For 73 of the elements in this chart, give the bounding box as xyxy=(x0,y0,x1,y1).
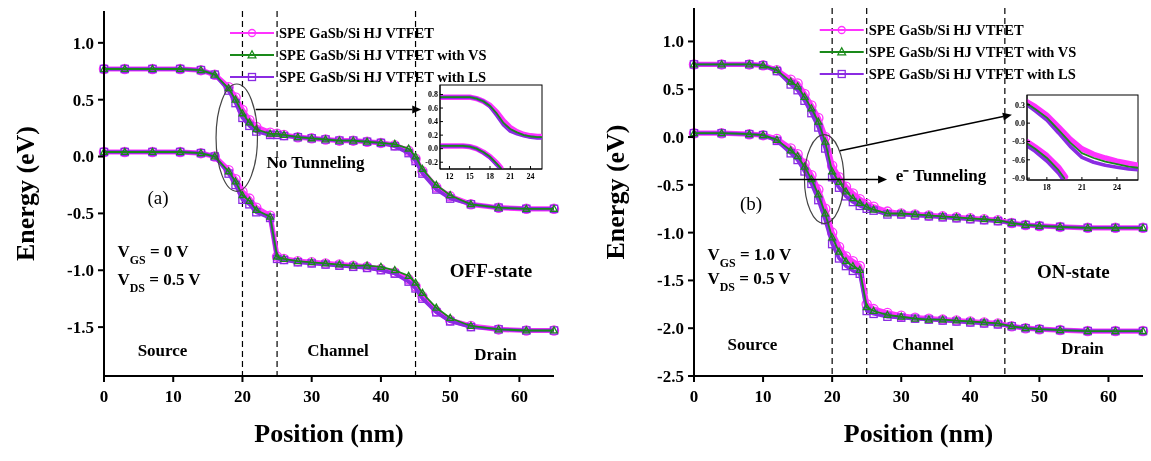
x-tick-label: 24 xyxy=(1112,183,1121,192)
x-tick-label: 12 xyxy=(445,172,454,181)
annotation: Channel xyxy=(307,340,369,360)
annotation: e⁻ Tunneling xyxy=(895,165,987,185)
x-tick-label: 21 xyxy=(1077,183,1086,192)
y-tick-label: -0.5 xyxy=(657,175,684,195)
x-tick-label: 30 xyxy=(892,387,910,406)
y-tick-label: 0.0 xyxy=(1015,118,1025,128)
x-tick-label: 50 xyxy=(441,387,459,406)
x-tick-label: 20 xyxy=(823,387,841,406)
annotation: No Tunneling xyxy=(266,152,365,172)
y-tick-label: -2.0 xyxy=(657,319,684,339)
annotation: V$_{GS}$ = 1.0 V xyxy=(707,245,793,271)
annotation: V$_{DS}$ = 0.5 V xyxy=(117,269,202,295)
y-tick-label: 0.4 xyxy=(428,117,438,127)
annotation: Drain xyxy=(1061,338,1105,358)
x-tick-label: 10 xyxy=(754,387,772,406)
y-tick-label: 0.2 xyxy=(428,130,438,140)
y-axis-title: Energy (eV) xyxy=(11,125,40,262)
y-tick-label: 1.0 xyxy=(72,33,94,53)
annotation: Source xyxy=(137,340,188,360)
y-tick-label: -1.0 xyxy=(67,261,94,281)
x-tick-label: 30 xyxy=(303,387,321,406)
y-tick-label: -0.5 xyxy=(67,204,94,224)
y-tick-label: -1.5 xyxy=(657,271,684,291)
y-tick-label: 1.0 xyxy=(662,32,684,52)
legend-label: SPE GaSb/Si HJ VTFET with VS xyxy=(868,44,1077,61)
x-axis-title: Position (nm) xyxy=(843,419,994,448)
y-tick-label: 0.0 xyxy=(72,147,94,167)
x-tick-label: 18 xyxy=(1042,183,1051,192)
legend-label: SPE GaSb/Si HJ VTFET with VS xyxy=(279,47,487,64)
y-tick-label: 0.0 xyxy=(662,127,684,147)
y-tick-label: 0.5 xyxy=(662,80,684,100)
x-tick-label: 0 xyxy=(689,387,699,406)
annotation: OFF-state xyxy=(449,260,533,282)
x-tick-label: 60 xyxy=(1099,387,1117,406)
annotation: (b) xyxy=(739,193,763,216)
annotation: (a) xyxy=(147,187,169,210)
annotation: Channel xyxy=(892,335,954,355)
y-tick-label: -0.2 xyxy=(425,158,438,168)
x-tick-label: 24 xyxy=(526,172,535,181)
annotation: Drain xyxy=(474,344,518,364)
legend-label: SPE GaSb/Si HJ VTFET with LS xyxy=(279,69,486,86)
y-tick-label: -0.9 xyxy=(1012,173,1025,183)
x-tick-label: 40 xyxy=(961,387,979,406)
legend-label: SPE GaSb/Si HJ VTFET xyxy=(868,22,1024,39)
x-tick-label: 20 xyxy=(233,387,251,406)
x-tick-label: 60 xyxy=(510,387,528,406)
x-tick-label: 40 xyxy=(372,387,390,406)
y-tick-label: -0.6 xyxy=(1012,155,1025,165)
x-tick-label: 15 xyxy=(465,172,474,181)
y-tick-label: 0.5 xyxy=(72,90,94,110)
y-tick-label: 0.8 xyxy=(428,90,438,100)
y-tick-label: -2.5 xyxy=(657,366,684,386)
annotation: V$_{GS}$ = 0 V xyxy=(117,242,190,268)
legend-label: SPE GaSb/Si HJ VTFET with LS xyxy=(868,66,1076,83)
x-axis-title: Position (nm) xyxy=(254,419,404,448)
x-tick-label: 50 xyxy=(1030,387,1048,406)
annotation: ON-state xyxy=(1037,261,1110,283)
x-tick-label: 18 xyxy=(485,172,494,181)
annotation: Source xyxy=(727,335,778,355)
x-tick-label: 0 xyxy=(99,387,109,406)
annotation: V$_{DS}$ = 0.5 V xyxy=(707,269,792,294)
y-tick-label: 0.6 xyxy=(428,103,438,113)
y-tick-label: 0.3 xyxy=(1015,100,1025,110)
x-tick-label: 10 xyxy=(164,387,182,406)
legend-label: SPE GaSb/Si HJ VTFET xyxy=(279,25,435,42)
y-tick-label: -1.0 xyxy=(657,223,684,243)
y-tick-label: 0.0 xyxy=(428,144,438,154)
y-tick-label: -0.3 xyxy=(1012,137,1025,147)
x-tick-label: 21 xyxy=(506,172,515,181)
y-axis-title: Energy (eV) xyxy=(601,124,630,260)
y-tick-label: -1.5 xyxy=(67,318,94,338)
